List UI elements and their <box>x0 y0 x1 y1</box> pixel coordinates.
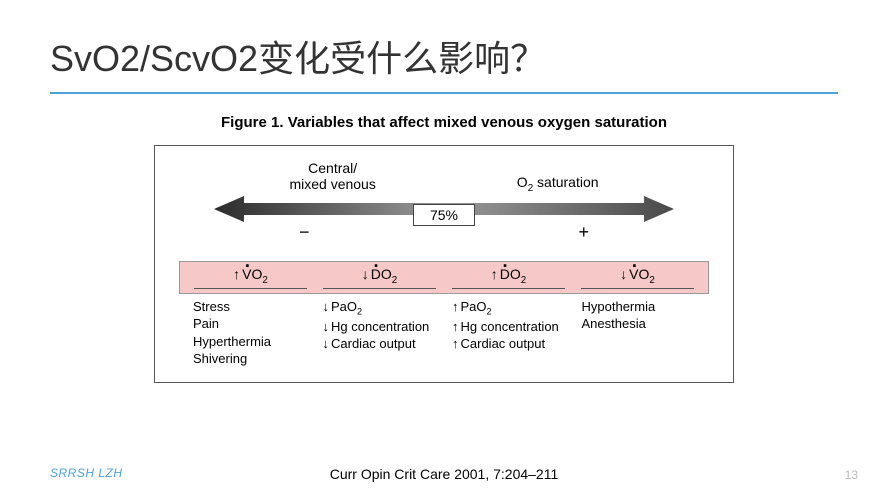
header-row: ↑VO2 ↓DO2 ↑DO2 ↓VO2 <box>179 261 709 294</box>
list-item: ↑Hg concentration <box>452 318 566 336</box>
header-cell: ↓DO2 <box>323 266 436 289</box>
center-value-box: 75% <box>413 204 475 226</box>
header-cell: ↑VO2 <box>194 266 307 289</box>
figure-box: Central/ mixed venous O2 saturation 75% … <box>154 145 734 383</box>
minus-label: − <box>299 222 310 243</box>
list-item: ↑Cardiac output <box>452 335 566 353</box>
header-cell: ↑DO2 <box>452 266 565 289</box>
arrow-left-label: Central/ mixed venous <box>289 160 375 194</box>
plus-label: + <box>578 222 589 243</box>
list-item: Hypothermia <box>582 298 696 316</box>
list-item: Pain <box>193 315 307 333</box>
list-item: Anesthesia <box>582 315 696 333</box>
title-underline <box>50 92 838 94</box>
list-item: Shivering <box>193 350 307 368</box>
list-item: ↓Hg concentration <box>323 318 437 336</box>
column: ↓PaO2 ↓Hg concentration ↓Cardiac output <box>315 298 445 368</box>
column: Stress Pain Hyperthermia Shivering <box>185 298 315 368</box>
page-number: 13 <box>845 468 858 482</box>
list-item: Stress <box>193 298 307 316</box>
column: Hypothermia Anesthesia <box>574 298 704 368</box>
list-item: ↓PaO2 <box>323 298 437 318</box>
header-cell: ↓VO2 <box>581 266 694 289</box>
figure-caption: Figure 1. Variables that affect mixed ve… <box>0 114 888 131</box>
citation: Curr Opin Crit Care 2001, 7:204–211 <box>0 466 888 482</box>
columns-row: Stress Pain Hyperthermia Shivering ↓PaO2… <box>179 294 709 368</box>
list-item: ↓Cardiac output <box>323 335 437 353</box>
arrow-section: Central/ mixed venous O2 saturation 75% … <box>179 160 709 255</box>
list-item: ↑PaO2 <box>452 298 566 318</box>
list-item: Hyperthermia <box>193 333 307 351</box>
slide-title: SvO2/ScvO2变化受什么影响？ <box>0 0 888 92</box>
column: ↑PaO2 ↑Hg concentration ↑Cardiac output <box>444 298 574 368</box>
arrow-right-label: O2 saturation <box>517 160 599 194</box>
